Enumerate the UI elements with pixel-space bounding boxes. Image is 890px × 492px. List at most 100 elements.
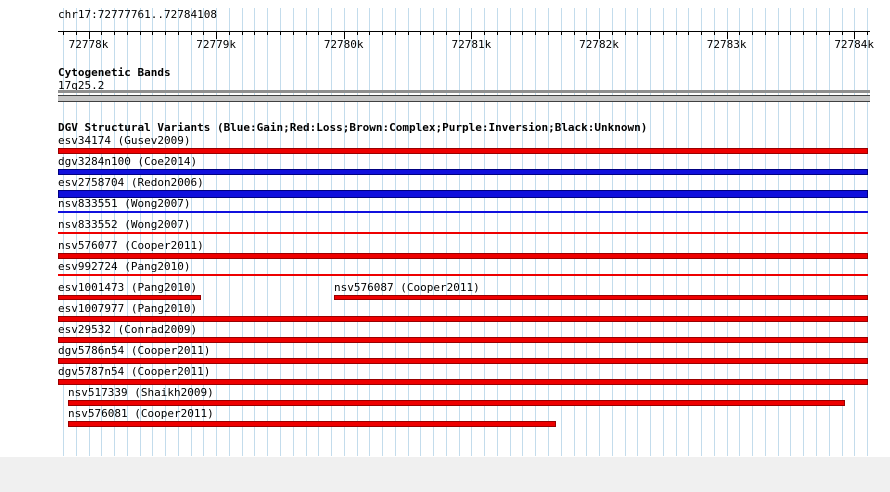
variant-bar[interactable] (58, 274, 868, 276)
ruler-minor-tick (203, 32, 205, 35)
region-coordinates: chr17:72777761..72784108 (58, 8, 217, 21)
variant-label[interactable]: nsv576077 (Cooper2011) (58, 239, 204, 252)
ruler-minor-tick (126, 32, 128, 35)
ruler-minor-tick (152, 32, 154, 35)
variant-bar[interactable] (58, 211, 868, 213)
ruler-minor-tick (675, 32, 677, 35)
variant-bar[interactable] (58, 337, 868, 343)
ruler-minor-tick (407, 32, 409, 35)
ruler-minor-tick (535, 32, 537, 35)
ruler-tick-label: 72780k (323, 38, 364, 51)
variant-bar[interactable] (58, 379, 868, 385)
variant-label[interactable]: esv992724 (Pang2010) (58, 260, 191, 273)
variant-label[interactable]: esv1001473 (Pang2010) (58, 281, 198, 294)
variant-bar[interactable] (68, 421, 556, 427)
ruler-minor-tick (254, 32, 256, 35)
ruler-minor-tick (177, 32, 179, 35)
ruler-major-tick (471, 32, 473, 39)
ruler-minor-tick (241, 32, 243, 35)
ruler-tick-label: 72784k (834, 38, 875, 51)
ruler-major-tick (88, 32, 90, 39)
variant-label[interactable]: esv2758704 (Redon2006) (58, 176, 204, 189)
ruler-minor-tick (586, 32, 588, 35)
ruler-minor-tick (75, 32, 77, 35)
variant-bar[interactable] (58, 358, 868, 364)
ruler-major-tick (726, 32, 728, 39)
ruler-minor-tick (803, 32, 805, 35)
ruler-tick-label: 72781k (451, 38, 492, 51)
cytoband-track-title: Cytogenetic Bands (58, 66, 171, 79)
ruler-minor-tick (165, 32, 167, 35)
ruler-minor-tick (190, 32, 192, 35)
cytoband-name: 17q25.2 (58, 79, 105, 92)
ruler-major-tick (854, 32, 856, 39)
ruler-minor-tick (764, 32, 766, 35)
ruler-minor-tick (701, 32, 703, 35)
ruler-minor-tick (267, 32, 269, 35)
ruler-minor-tick (573, 32, 575, 35)
ruler-tick-label: 72778k (68, 38, 109, 51)
ruler-minor-tick (279, 32, 281, 35)
ruler-major-tick (216, 32, 218, 39)
ruler-minor-tick (867, 32, 868, 35)
ruler-minor-tick (139, 32, 141, 35)
variant-label[interactable]: nsv833551 (Wong2007) (58, 197, 191, 210)
ruler-minor-tick (114, 32, 115, 35)
ruler-minor-tick (496, 32, 498, 35)
variant-label[interactable]: esv29532 (Conrad2009) (58, 323, 198, 336)
ruler-minor-tick (484, 32, 486, 35)
page-background (0, 457, 890, 492)
variant-bar[interactable] (58, 190, 868, 198)
ruler-minor-tick (611, 32, 613, 35)
variant-label[interactable]: nsv576081 (Cooper2011) (68, 407, 214, 420)
ruler-major-tick (343, 32, 345, 39)
ruler-minor-tick (394, 32, 396, 35)
ruler-minor-tick (63, 32, 64, 35)
variant-label[interactable]: nsv517339 (Shaikh2009) (68, 386, 214, 399)
ruler-minor-tick (509, 32, 511, 35)
ruler-minor-tick (318, 32, 320, 35)
ruler-minor-tick (547, 32, 549, 35)
ruler-minor-tick (662, 32, 664, 35)
variant-label[interactable]: nsv576087 (Cooper2011) (334, 281, 480, 294)
ruler-minor-tick (713, 32, 715, 35)
variant-label[interactable]: dgv5787n54 (Cooper2011) (58, 365, 211, 378)
ruler-minor-tick (637, 32, 639, 35)
variant-label[interactable]: nsv833552 (Wong2007) (58, 218, 191, 231)
ruler-major-tick (599, 32, 600, 39)
cytoband-ideogram-top (58, 90, 870, 93)
cytoband-ideogram (58, 95, 870, 102)
ruler-minor-tick (228, 32, 230, 35)
ruler-minor-tick (739, 32, 741, 35)
variant-bar[interactable] (58, 316, 868, 322)
variant-bar[interactable] (58, 295, 201, 300)
variant-bar[interactable] (68, 400, 845, 406)
ruler-minor-tick (522, 32, 524, 35)
ruler-tick-label: 72779k (196, 38, 236, 51)
ruler-minor-tick (420, 32, 422, 35)
variant-bar[interactable] (334, 295, 868, 300)
ruler-minor-tick (790, 32, 792, 35)
variant-bar[interactable] (58, 148, 868, 154)
variant-label[interactable]: dgv5786n54 (Cooper2011) (58, 344, 211, 357)
variant-label[interactable]: esv34174 (Gusev2009) (58, 134, 191, 147)
ruler-minor-tick (305, 32, 307, 35)
ruler-minor-tick (841, 32, 843, 35)
ruler-minor-tick (331, 32, 332, 35)
ruler-minor-tick (382, 32, 383, 35)
variant-label[interactable]: dgv3284n100 (Coe2014) (58, 155, 198, 168)
ruler-minor-tick (445, 32, 447, 35)
ruler-minor-tick (560, 32, 562, 35)
ruler-axis-line (58, 31, 870, 32)
variant-bar[interactable] (58, 169, 868, 175)
variant-bar[interactable] (58, 253, 868, 259)
ruler-minor-tick (815, 32, 817, 35)
ruler-tick-label: 72783k (706, 38, 747, 51)
ruler-minor-tick (433, 32, 435, 35)
ruler-minor-tick (777, 32, 779, 35)
variant-label[interactable]: esv1007977 (Pang2010) (58, 302, 198, 315)
variant-bar[interactable] (58, 232, 868, 234)
ruler-minor-tick (369, 32, 371, 35)
ruler-minor-tick (650, 32, 651, 35)
ruler-minor-tick (688, 32, 690, 35)
